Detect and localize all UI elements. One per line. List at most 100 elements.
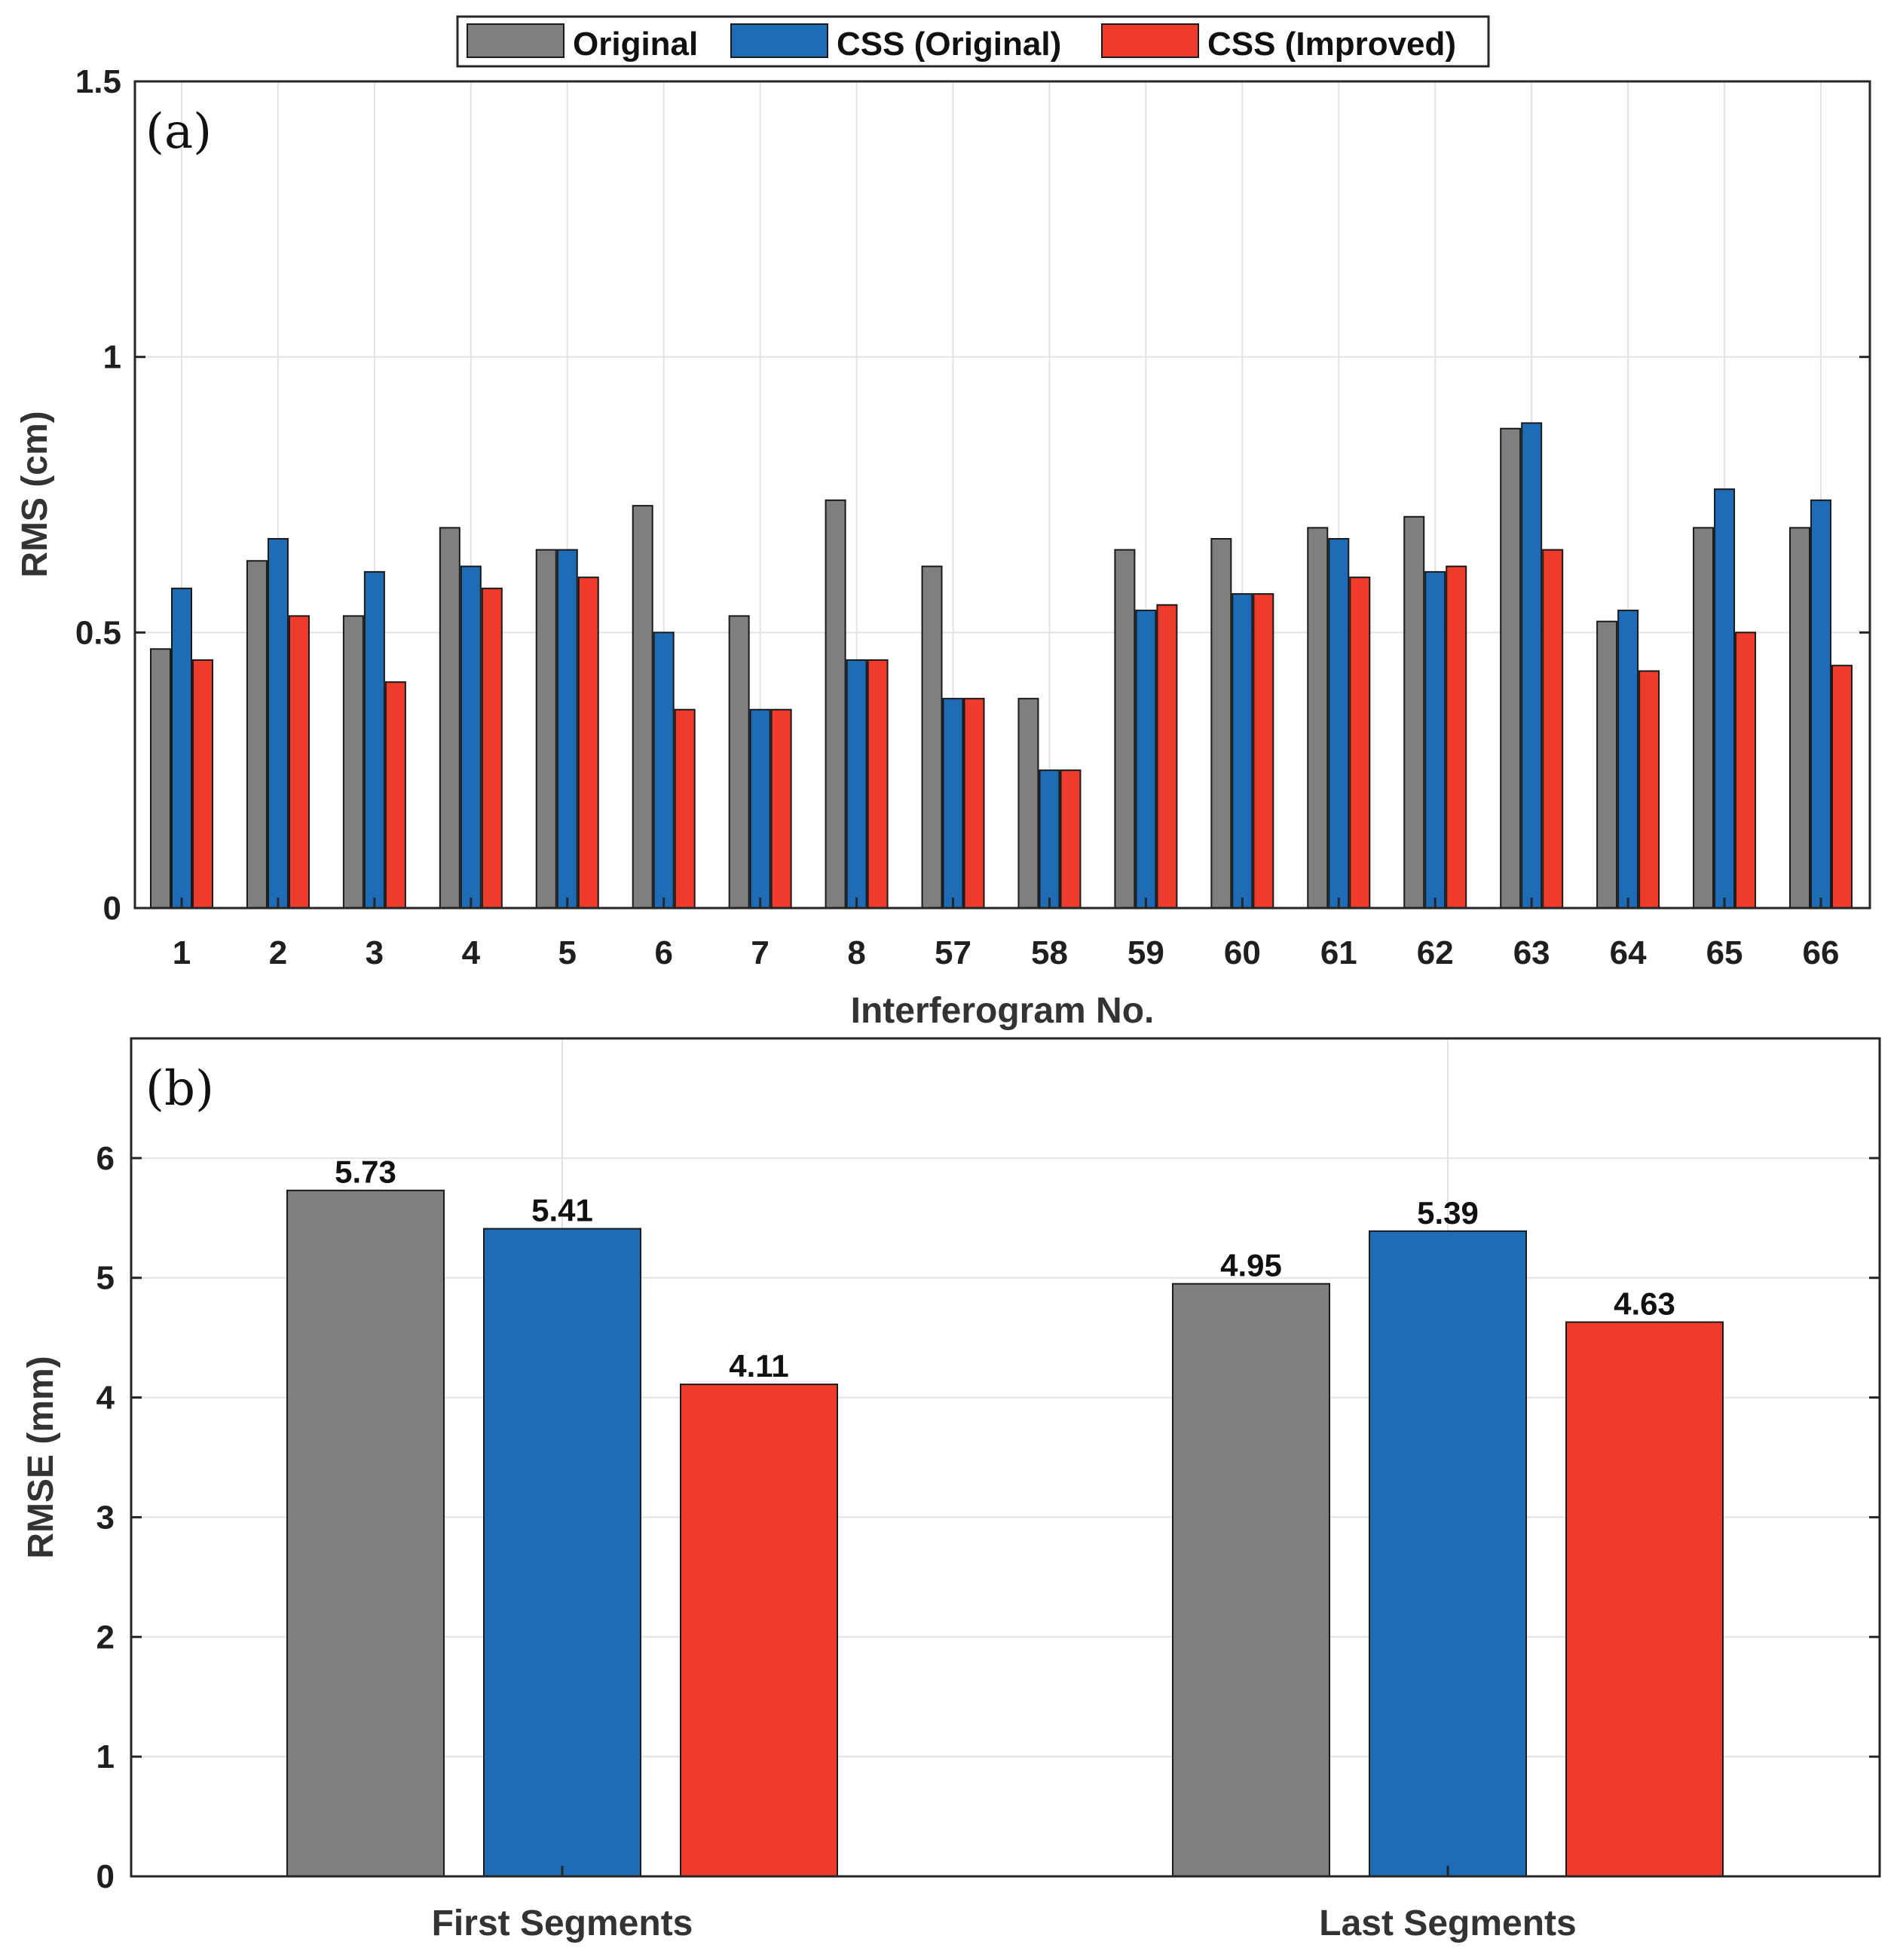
panel-a-bar xyxy=(1328,538,1350,909)
panel-a-x-tick-label: 5 xyxy=(558,934,577,971)
panel-a-bar xyxy=(770,708,792,909)
panel-a-x-tick-label: 2 xyxy=(269,934,287,971)
panel-a-x-tick-label: 62 xyxy=(1417,934,1454,971)
panel-a-y-tick-label: 0 xyxy=(103,890,121,927)
panel-a-bar xyxy=(267,538,289,909)
panel-a-bar xyxy=(1135,610,1157,910)
panel-a-bar xyxy=(632,505,653,909)
panel-b-data-label: 5.39 xyxy=(1417,1195,1479,1231)
panel-b-bar xyxy=(680,1384,838,1877)
panel-a-bar xyxy=(1714,488,1736,909)
legend-label-original: Original xyxy=(573,26,698,63)
panel-a-bars xyxy=(150,422,1853,910)
panel-a-bar xyxy=(439,527,460,909)
legend-swatch-original xyxy=(467,23,565,58)
legend-swatch-css-original xyxy=(730,23,828,58)
panel-a-y-tick-label: 1.5 xyxy=(75,63,121,100)
panel-a-bar xyxy=(674,708,696,909)
legend-swatch-css-improved xyxy=(1101,23,1199,58)
panel-b-bar xyxy=(1172,1283,1330,1877)
panel-a-bar xyxy=(1831,665,1853,909)
panel-b-y-tick-label: 6 xyxy=(96,1140,115,1177)
panel-a-x-tick-label: 65 xyxy=(1706,934,1743,971)
panel-a-bar xyxy=(1156,604,1178,909)
panel-a-bar xyxy=(846,659,867,910)
panel-a-x-tick-label: 6 xyxy=(654,934,672,971)
panel-b-label: (b) xyxy=(145,1061,214,1117)
panel-a-bar xyxy=(481,587,503,909)
panel-a-x-tick-label: 66 xyxy=(1803,934,1840,971)
panel-a-frame xyxy=(133,80,1871,910)
panel-a-bar xyxy=(556,549,578,910)
panel-a-x-ticks: 1 2 3 4 5 6 7 8 57 58 59 60 61 62 63 64 65 66 xyxy=(173,897,1840,971)
panel-a-bar xyxy=(1403,515,1425,909)
panel-a-bar xyxy=(1232,593,1253,909)
panel-a-x-tick-label: 8 xyxy=(847,934,865,971)
panel-a-x-tick-label: 1 xyxy=(173,934,191,971)
panel-b-y-tick-label: 4 xyxy=(96,1380,115,1417)
panel-a-bar xyxy=(1617,610,1639,910)
panel-a-bar xyxy=(1735,631,1757,909)
panel-a-x-tick-label: 57 xyxy=(935,934,971,971)
panel-b-data-label: 5.41 xyxy=(531,1193,593,1228)
panel-a-x-tick-label: 61 xyxy=(1320,934,1357,971)
panel-a-x-axis-label: Interferogram No. xyxy=(851,991,1155,1031)
panel-a-bar xyxy=(384,681,406,909)
panel-a-bar xyxy=(1039,769,1060,910)
panel-b-y-ticks: 0 1 2 3 4 5 6 xyxy=(96,1140,1880,1895)
panel-b-x-tick-label: First Segments xyxy=(432,1903,693,1943)
panel-a-bar xyxy=(192,659,213,910)
panel-b-bar xyxy=(1565,1321,1724,1877)
panel-a-bar xyxy=(1542,549,1564,910)
panel-a-bar xyxy=(653,631,675,909)
panel-a-bar xyxy=(535,549,557,910)
legend-label-css-original: CSS (Original) xyxy=(837,26,1061,63)
panel-b-y-tick-label: 3 xyxy=(96,1499,115,1536)
panel-a-bar xyxy=(1500,427,1522,909)
panel-a-bar xyxy=(1114,549,1136,910)
panel-a-bar xyxy=(921,565,943,909)
panel-b-chart: 5.73 5.41 4.11 4.95 5.39 4.63 0 1 2 3 4 5 6 First S… xyxy=(21,1037,1881,1943)
panel-b-data-label: 4.95 xyxy=(1220,1248,1282,1283)
panel-a-bar xyxy=(150,648,171,909)
panel-a-bar xyxy=(1210,538,1232,909)
panel-b-y-tick-label: 5 xyxy=(96,1260,115,1297)
panel-a-bar xyxy=(1810,499,1831,909)
panel-a-x-tick-label: 58 xyxy=(1031,934,1068,971)
panel-b-x-tick-label: Last Segments xyxy=(1319,1903,1576,1943)
panel-a-bar xyxy=(1789,527,1810,909)
panel-a-y-ticks: 0 0.5 1 1.5 xyxy=(75,63,1870,927)
panel-a-bar xyxy=(1017,698,1039,909)
panel-a-y-tick-label: 1 xyxy=(103,339,121,376)
panel-b-bar xyxy=(1369,1230,1527,1877)
panel-b-data-label: 5.73 xyxy=(335,1154,396,1190)
panel-a-bar xyxy=(460,565,482,909)
panel-b-data-label: 4.11 xyxy=(729,1348,788,1384)
panel-a-bar xyxy=(288,615,310,909)
panel-b-frame xyxy=(130,1037,1881,1878)
panel-a-bar xyxy=(867,659,889,910)
panel-b-y-axis-label: RMSE (mm) xyxy=(21,1356,61,1558)
panel-a-bar xyxy=(342,615,364,909)
panel-b-data-labels: 5.73 5.41 4.11 4.95 5.39 4.63 xyxy=(335,1154,1675,1384)
panel-b-bar xyxy=(286,1189,445,1877)
panel-a-bar xyxy=(1638,670,1660,909)
panel-a-bar xyxy=(1307,527,1329,909)
panel-a-x-tick-label: 3 xyxy=(366,934,384,971)
panel-a-x-tick-label: 64 xyxy=(1610,934,1647,971)
panel-a-bar xyxy=(1060,769,1082,910)
panel-a-bar xyxy=(1596,620,1618,909)
panel-a-bar xyxy=(728,615,750,909)
panel-b-bars xyxy=(286,1189,1724,1877)
panel-a-bar xyxy=(171,587,192,909)
panel-a-label: (a) xyxy=(145,104,212,160)
panel-a-bar xyxy=(825,499,846,909)
panel-b-bar xyxy=(483,1228,641,1877)
panel-a-bar xyxy=(1349,576,1371,909)
panel-a-y-axis-label: RMS (cm) xyxy=(15,411,55,577)
panel-a-bar xyxy=(749,708,771,909)
panel-a-x-tick-label: 59 xyxy=(1127,934,1164,971)
panel-b-x-ticks: First Segments Last Segments xyxy=(432,1866,1577,1943)
panel-a-bar xyxy=(1253,593,1274,909)
